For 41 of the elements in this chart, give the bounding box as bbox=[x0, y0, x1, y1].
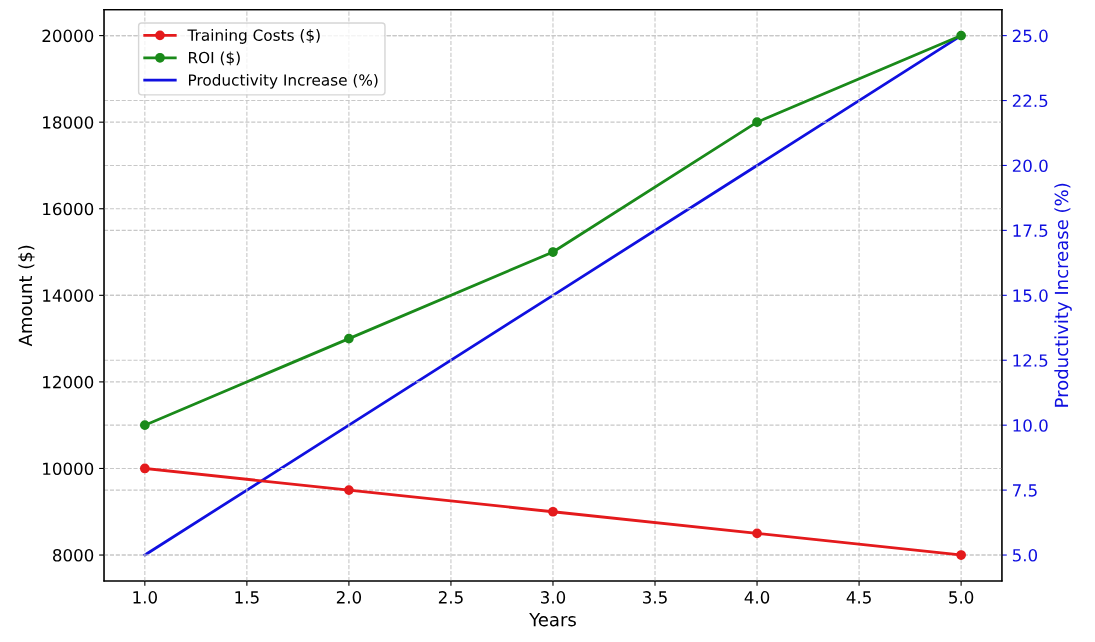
point bbox=[139, 463, 150, 474]
y-tick-label: 18000 bbox=[43, 116, 94, 129]
x-tick-label: 4.5 bbox=[846, 591, 871, 604]
y-tick-label: 20000 bbox=[42, 29, 94, 43]
y-tick-label: 8000 bbox=[53, 549, 94, 562]
point bbox=[548, 247, 558, 257]
y2-tick-label: 25.0 bbox=[1012, 29, 1048, 43]
y2-tick-label: 17.5 bbox=[1013, 224, 1048, 237]
x-tick-label: 3.0 bbox=[540, 591, 566, 604]
legend-label: ROI ($) bbox=[188, 51, 240, 66]
y2-tick-label: 15.0 bbox=[1013, 289, 1048, 302]
x-tick-label: 1.5 bbox=[235, 591, 259, 604]
point bbox=[752, 528, 762, 539]
y2-tick-label: 20.0 bbox=[1012, 159, 1048, 173]
y2-tick-label: 12.5 bbox=[1013, 354, 1048, 367]
point bbox=[548, 506, 558, 517]
legend-label: Training Costs ($) bbox=[187, 29, 320, 44]
legend-label: Productivity Increase (%) bbox=[188, 73, 378, 89]
point bbox=[956, 30, 966, 41]
x-axis-title: Years bbox=[529, 612, 576, 627]
point bbox=[139, 420, 150, 431]
y2-tick-label: 10.0 bbox=[1013, 419, 1048, 432]
y2-axis-title: Productivity Increase (%) bbox=[1054, 183, 1072, 407]
x-tick-label: 1.0 bbox=[133, 591, 157, 604]
x-tick-label: 2.0 bbox=[336, 591, 362, 604]
x-tick-label: 2.5 bbox=[438, 591, 463, 604]
y2-tick-label: 5.0 bbox=[1012, 549, 1038, 562]
point bbox=[344, 485, 354, 495]
y-tick-label: 14000 bbox=[43, 289, 94, 302]
y-axis-title: Amount ($) bbox=[18, 245, 35, 347]
x-tick-label: 3.5 bbox=[643, 591, 667, 604]
y-tick-label: 10000 bbox=[43, 462, 94, 476]
point bbox=[956, 550, 966, 560]
point bbox=[344, 333, 354, 344]
y2-tick-label: 22.5 bbox=[1012, 94, 1048, 108]
x-tick-label: 4.0 bbox=[744, 591, 770, 604]
y-tick-label: 12000 bbox=[43, 375, 94, 389]
x-tick-label: 5.0 bbox=[949, 591, 974, 604]
y-tick-label: 16000 bbox=[43, 202, 94, 216]
point bbox=[752, 117, 762, 128]
y2-tick-label: 7.5 bbox=[1013, 484, 1037, 497]
